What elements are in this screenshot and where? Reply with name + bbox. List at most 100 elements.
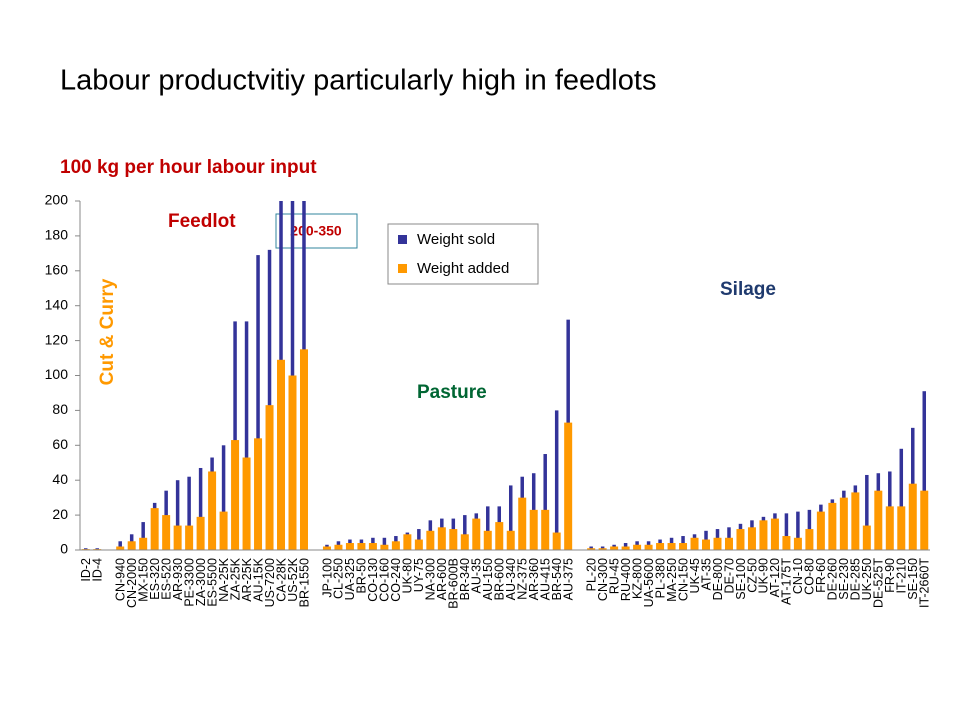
bar <box>256 255 260 550</box>
x-tick-label: JP-100 <box>320 558 334 598</box>
x-tick-label: NA-25K <box>217 557 231 601</box>
x-tick-label: IT-2660T <box>918 558 932 608</box>
x-tick-label: DE-285 <box>849 558 863 600</box>
x-tick-label: CN-940 <box>113 558 127 601</box>
x-tick-label: UA-325 <box>343 558 357 600</box>
x-tick-label: CN-10 <box>791 558 805 594</box>
x-tick-label: ID-4 <box>91 558 105 582</box>
bar <box>667 543 676 550</box>
bar <box>724 537 733 550</box>
bar <box>862 525 871 550</box>
bar <box>265 405 274 550</box>
bar <box>587 548 596 550</box>
x-tick-label: BR-1550 <box>297 558 311 607</box>
x-tick-label: AU-35 <box>470 558 484 593</box>
annotation: Feedlot <box>168 211 236 232</box>
bar <box>208 471 217 550</box>
x-tick-label: AU-375 <box>561 558 575 600</box>
bar <box>380 544 389 550</box>
bar <box>552 532 561 550</box>
bar <box>463 515 467 550</box>
x-tick-label: AT-35 <box>699 558 713 590</box>
x-tick-label: MX-150 <box>136 558 150 602</box>
bar <box>908 483 917 550</box>
x-tick-label: BR-600 <box>493 558 507 600</box>
x-tick-label: CN-2000 <box>125 558 139 608</box>
y-tick-label: 40 <box>52 471 68 487</box>
x-tick-label: UK-80 <box>401 558 415 593</box>
bar <box>784 513 789 550</box>
x-tick-label: ES-5500 <box>205 558 219 607</box>
bar <box>885 506 894 550</box>
x-tick-label: SE-150 <box>906 558 920 600</box>
bar <box>141 522 145 550</box>
x-tick-label: DE-260 <box>826 558 840 600</box>
y-tick-label: 0 <box>60 541 68 557</box>
bar <box>839 497 848 550</box>
chart-title: Labour productvitiy particularly high in… <box>60 65 656 97</box>
bar <box>437 527 446 550</box>
bar <box>267 249 272 551</box>
bar <box>219 511 228 550</box>
x-tick-label: KZ-800 <box>630 558 644 599</box>
bar <box>518 497 527 550</box>
bar <box>713 537 722 550</box>
bar <box>391 541 400 550</box>
y-tick-label: 200 <box>45 192 69 208</box>
bar <box>472 518 481 550</box>
x-tick-label: CO-240 <box>389 558 403 602</box>
legend-label: Weight sold <box>417 231 495 248</box>
x-tick-label: PL-380 <box>653 558 667 598</box>
x-tick-label: IT-210 <box>895 558 909 593</box>
x-tick-label: NA-300 <box>424 558 438 600</box>
bar <box>426 530 435 550</box>
bar <box>851 492 860 550</box>
y-tick-label: 180 <box>45 227 69 243</box>
bar <box>529 509 538 550</box>
bar <box>747 527 756 550</box>
bar <box>231 440 240 550</box>
bar <box>345 543 354 550</box>
bar <box>508 485 513 550</box>
bar <box>828 502 837 550</box>
annotation: 200-350 <box>290 223 342 239</box>
x-tick-label: FR-90 <box>883 558 897 593</box>
bar <box>139 537 148 550</box>
x-tick-label: CO-160 <box>378 558 392 602</box>
y-tick-label: 60 <box>52 436 68 452</box>
x-tick-label: NZ-375 <box>516 558 530 600</box>
x-tick-label: SE-230 <box>837 558 851 600</box>
bar <box>736 529 745 550</box>
bar <box>483 530 492 550</box>
x-tick-label: AT-120 <box>768 558 782 597</box>
x-tick-label: BR-340 <box>458 558 472 600</box>
bar <box>690 537 699 550</box>
x-tick-label: UK-45 <box>688 558 702 593</box>
x-tick-label: ZA-3000 <box>194 558 208 606</box>
x-tick-label: UK-90 <box>757 558 771 593</box>
bar <box>116 546 125 550</box>
bar <box>185 525 194 550</box>
x-tick-label: CN-300 <box>596 558 610 601</box>
bar <box>322 546 331 550</box>
bar <box>495 522 504 550</box>
bar <box>175 480 180 550</box>
bar <box>564 422 573 550</box>
x-tick-label: CA-28K <box>274 557 288 601</box>
bar <box>150 508 159 550</box>
x-tick-label: PE-3300 <box>182 558 196 607</box>
x-tick-label: ES-320 <box>148 558 162 600</box>
x-tick-label: BR-600B <box>447 558 461 609</box>
bar <box>796 511 800 550</box>
legend: Weight sold Weight added <box>387 223 539 285</box>
bar <box>173 525 182 550</box>
x-tick-label: ZA-25K <box>228 557 242 600</box>
x-tick-label: SE-100 <box>734 558 748 600</box>
x-tick-label: AR-25K <box>240 557 254 601</box>
bar <box>598 548 607 550</box>
bar <box>770 518 779 550</box>
x-tick-label: AT-175T <box>780 558 794 605</box>
x-tick-label: BR-50 <box>355 558 369 593</box>
bar <box>816 511 825 550</box>
bar <box>874 490 883 550</box>
